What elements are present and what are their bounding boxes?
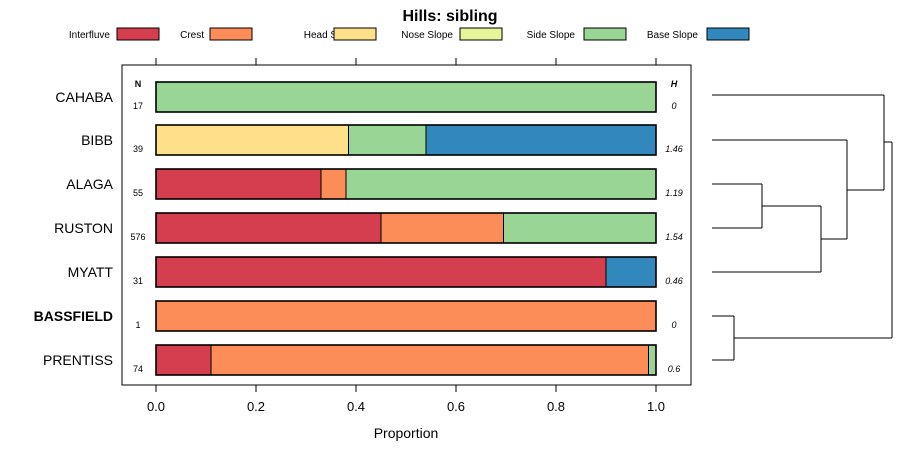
h-value: 0.46 [665, 276, 683, 286]
bar-segment-interfluve [155, 256, 607, 288]
bar-segment-base-slope [605, 256, 657, 288]
bar-segment-interfluve [155, 168, 322, 200]
row-label: MYATT [68, 264, 114, 280]
row-label: BIBB [81, 132, 113, 148]
h-value: 1.54 [665, 232, 683, 242]
bar-segment-crest [380, 212, 504, 244]
bar-outline [155, 124, 657, 156]
legend: Interfluve Crest Head Slope Nose Slope Side … [69, 27, 750, 41]
x-tick-label: 0.0 [147, 399, 165, 414]
n-value: 17 [133, 101, 143, 111]
n-value: 1 [135, 320, 140, 330]
bar-segment-interfluve [155, 344, 212, 376]
bar-segment-side-slope [345, 168, 657, 200]
legend-swatch-4 [583, 27, 627, 41]
row-label: RUSTON [54, 220, 113, 236]
x-axis: 0.0 0.2 0.4 0.6 0.8 1.0 [147, 58, 665, 414]
bar-outline [155, 81, 657, 113]
bar-segment-crest [320, 168, 347, 200]
legend-swatch-3 [459, 27, 503, 41]
bar-segment-crest [210, 344, 649, 376]
bar-segment-side-slope [348, 124, 427, 156]
x-tick-label: 1.0 [647, 399, 665, 414]
chart-title: Hills: sibling [402, 8, 497, 25]
legend-label-2: Head Slope [304, 30, 357, 41]
n-value: 31 [133, 276, 143, 286]
bar-rows: CAHABA 17 0 BIBB 39 1.46 ALAGA 55 1.19 RUSTON 576 1… [34, 81, 683, 376]
bar-outline [155, 300, 657, 332]
bar-segment-side-slope [648, 344, 657, 376]
row-label: PRENTISS [43, 352, 113, 368]
n-value: 39 [133, 144, 143, 154]
x-tick-label: 0.6 [447, 399, 465, 414]
n-value: 55 [133, 188, 143, 198]
row-label: CAHABA [55, 89, 113, 105]
h-value: 1.46 [665, 144, 683, 154]
plot-panel [121, 64, 692, 386]
legend-label-5: Base Slope [647, 30, 699, 41]
legend-label-4: Side Slope [527, 30, 576, 41]
x-axis-label: Proportion [374, 425, 439, 441]
legend-label-3: Nose Slope [401, 30, 453, 41]
bar-segment-crest [155, 300, 657, 332]
legend-label-1: Crest [180, 30, 204, 41]
bar-outline [155, 212, 657, 244]
x-tick-label: 0.8 [547, 399, 565, 414]
n-value: 74 [133, 364, 143, 374]
bar-segment-side-slope [503, 212, 657, 244]
legend-swatch-0 [116, 27, 160, 41]
h-header: H [671, 79, 678, 89]
n-value: 576 [130, 232, 145, 242]
bar-outline [155, 344, 657, 376]
x-tick-label: 0.4 [347, 399, 365, 414]
row-label: BASSFIELD [34, 308, 113, 324]
h-value: 1.19 [665, 188, 683, 198]
bar-segment-side-slope [155, 81, 657, 113]
dendrogram [712, 94, 893, 361]
legend-swatch-5 [706, 27, 750, 41]
bar-outline [155, 168, 657, 200]
bar-segment-head-slope [155, 124, 349, 156]
h-value: 0 [671, 101, 676, 111]
x-tick-label: 0.2 [247, 399, 265, 414]
n-header: N [135, 79, 142, 89]
bar-segment-interfluve [155, 212, 382, 244]
legend-label-0: Interfluve [69, 30, 111, 41]
bar-segment-base-slope [425, 124, 657, 156]
legend-swatch-1 [209, 27, 253, 41]
row-label: ALAGA [66, 176, 113, 192]
h-value: 0 [671, 320, 676, 330]
bar-outline [155, 256, 657, 288]
h-value: 0.6 [668, 364, 681, 374]
legend-swatch-2 [333, 27, 377, 41]
